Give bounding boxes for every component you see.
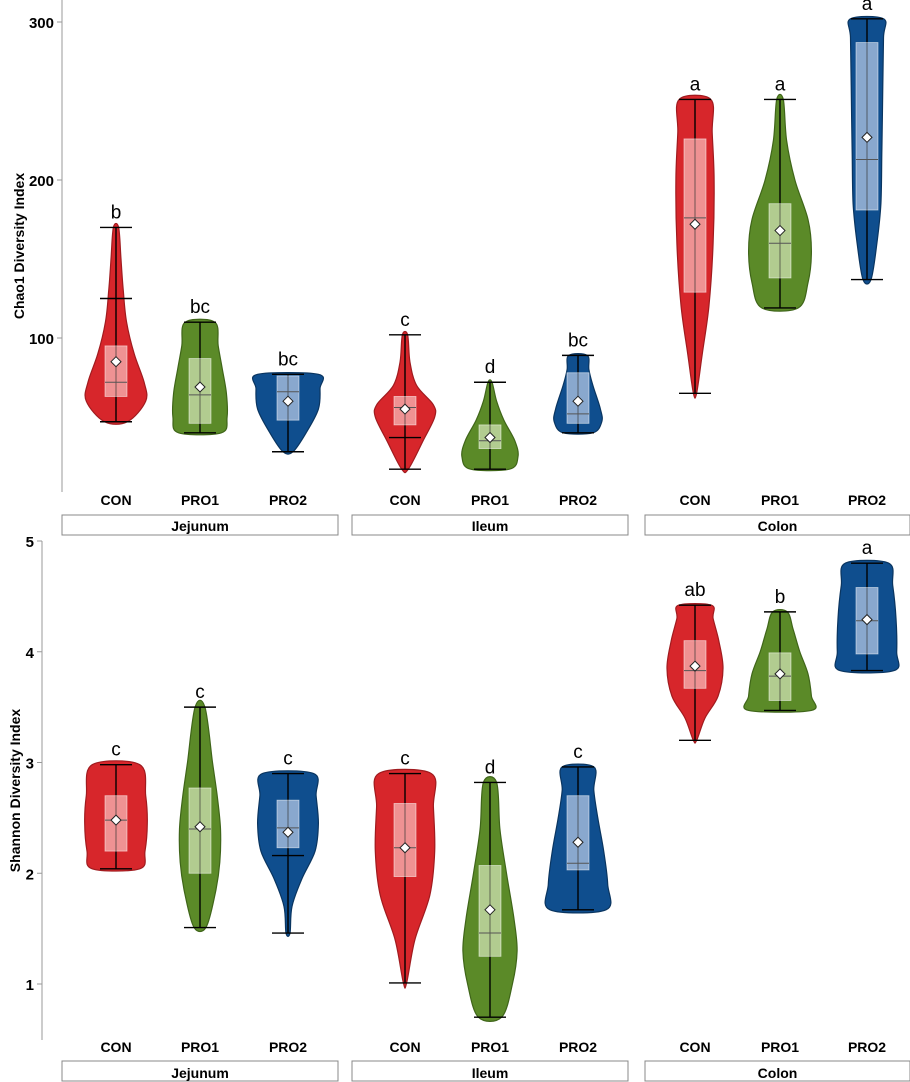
significance-letter: a [775,74,786,95]
mean-marker [572,836,584,848]
mean-marker [861,131,873,144]
significance-letter: c [400,749,410,770]
x-tick-label: PRO2 [269,1039,307,1055]
x-tick-label: CON [679,492,710,508]
y-tick-label: 300 [29,15,54,32]
y-tick-label: 100 [29,331,54,348]
significance-letter: c [111,740,121,761]
y-tick-label: 200 [29,173,54,190]
significance-letter: bc [190,297,210,318]
significance-letter: c [400,310,410,331]
mean-marker [689,660,701,672]
mean-marker [110,355,122,368]
facet-strip [351,1060,629,1082]
mean-marker [282,826,294,838]
significance-letter: c [195,682,205,703]
mean-marker [689,218,701,230]
y-tick-label: 2 [26,866,34,883]
significance-letter: b [111,202,122,223]
mean-marker [194,821,206,833]
significance-letter: ab [684,580,705,601]
x-tick-label: PRO1 [471,1039,509,1055]
facet-label: Colon [758,518,798,534]
x-tick-label: CON [389,1039,420,1055]
facet-label: Ileum [472,1065,509,1081]
mean-marker [572,395,584,407]
y-tick-label: 4 [26,645,35,662]
x-tick-label: PRO1 [761,492,799,508]
facet-label: Jejunum [171,518,229,534]
facet-strip [61,514,339,536]
y-tick-label: 1 [26,977,34,994]
significance-letter: d [485,357,496,378]
significance-letter: b [775,587,786,608]
significance-letter: bc [568,330,588,351]
x-tick-label: PRO2 [559,492,597,508]
significance-letter: c [573,742,583,763]
facet-strip [351,514,629,536]
mean-marker [484,431,496,444]
x-tick-label: PRO1 [181,492,219,508]
x-tick-label: CON [100,492,131,508]
facet-label: Jejunum [171,1065,229,1081]
significance-letter: a [862,0,873,15]
x-tick-label: PRO2 [559,1039,597,1055]
y-axis-label: Shannon Diversity Index [7,709,23,873]
mean-marker [861,613,873,626]
facet-strip [644,514,910,536]
x-tick-label: PRO1 [181,1039,219,1055]
y-axis-label: Chao1 Diversity Index [11,173,27,319]
significance-letter: d [485,757,496,778]
mean-marker [194,381,206,393]
x-tick-label: CON [389,492,420,508]
y-tick-label: 5 [26,534,34,551]
y-tick-label: 3 [26,756,34,773]
facet-label: Ileum [472,518,509,534]
chao1-panel: 100 200 300 Chao1 Diversity Index b bc bc c d bc a… [11,0,910,536]
mean-marker [399,842,411,854]
x-tick-label: PRO2 [269,492,307,508]
x-tick-label: PRO1 [471,492,509,508]
mean-marker [399,403,411,415]
mean-marker [110,814,122,826]
significance-letter: bc [278,349,298,370]
x-tick-label: CON [679,1039,710,1055]
mean-marker [774,668,786,680]
facet-label: Colon [758,1065,798,1081]
facet-strip [61,1060,339,1082]
significance-letter: c [283,749,293,770]
x-tick-label: PRO1 [761,1039,799,1055]
mean-marker [774,224,786,237]
x-tick-label: PRO2 [848,1039,886,1055]
x-tick-label: CON [100,1039,131,1055]
shannon-panel: 1 2 3 4 5 Shannon Diversity Index c c c c d c ab b a CO… [7,534,910,1082]
significance-letter: a [690,74,701,95]
facet-strip [644,1060,910,1082]
mean-marker [282,395,294,407]
x-tick-label: PRO2 [848,492,886,508]
significance-letter: a [862,538,873,559]
mean-marker [484,904,496,916]
